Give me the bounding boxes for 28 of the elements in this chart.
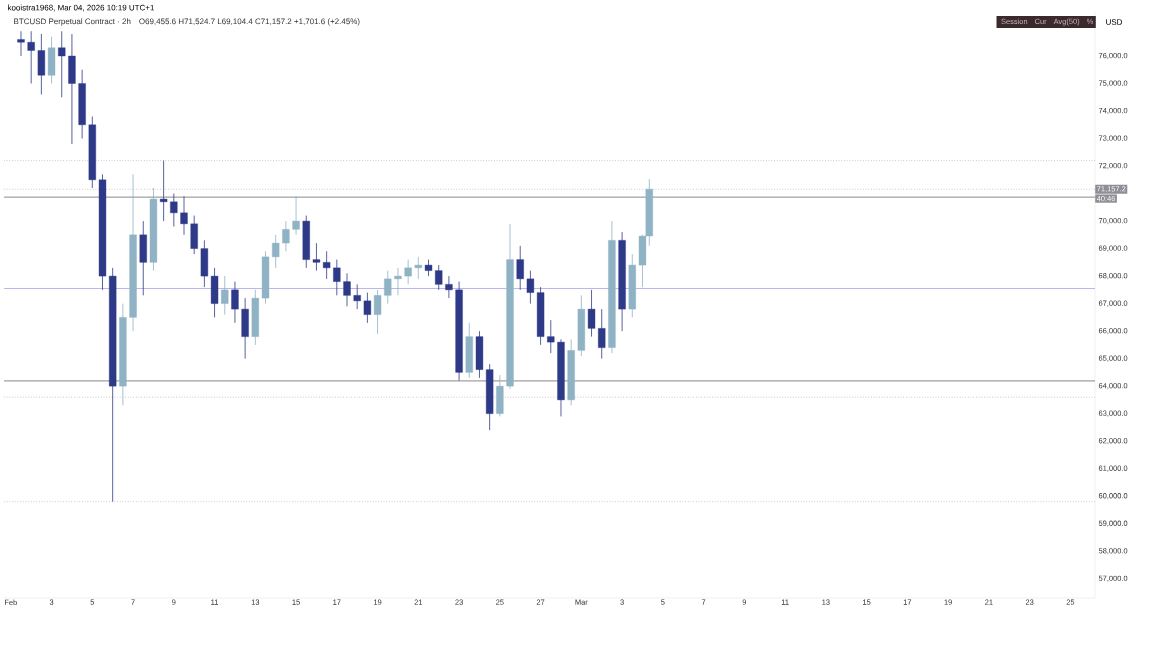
- candlestick: [312, 242, 321, 271]
- candlestick: [435, 264, 443, 291]
- candlestick: [384, 270, 392, 305]
- candlestick: [27, 30, 35, 84]
- candlestick: [333, 259, 341, 296]
- candlestick: [404, 259, 412, 285]
- candlestick: [516, 245, 524, 291]
- candlestick: [170, 193, 178, 227]
- candlestick: [180, 195, 188, 236]
- candlestick: [363, 292, 372, 324]
- candlestick: [221, 275, 229, 316]
- candlestick: [343, 272, 351, 307]
- candlestick: [394, 267, 402, 296]
- candlestick: [282, 220, 290, 252]
- candlestick: [292, 195, 300, 236]
- candlestick: [272, 234, 280, 269]
- candlestick: [445, 275, 453, 299]
- candlestick: [322, 250, 331, 280]
- candlestick: [159, 160, 168, 222]
- candlestick: [231, 281, 239, 324]
- candlestick: [414, 256, 422, 280]
- candlestick: [17, 30, 25, 57]
- candlestick: [598, 308, 606, 360]
- candlestick: [353, 283, 361, 310]
- candlestick: [58, 30, 66, 98]
- candlestick: [373, 289, 382, 335]
- candlestick: [547, 319, 555, 354]
- candlestick: [587, 289, 596, 338]
